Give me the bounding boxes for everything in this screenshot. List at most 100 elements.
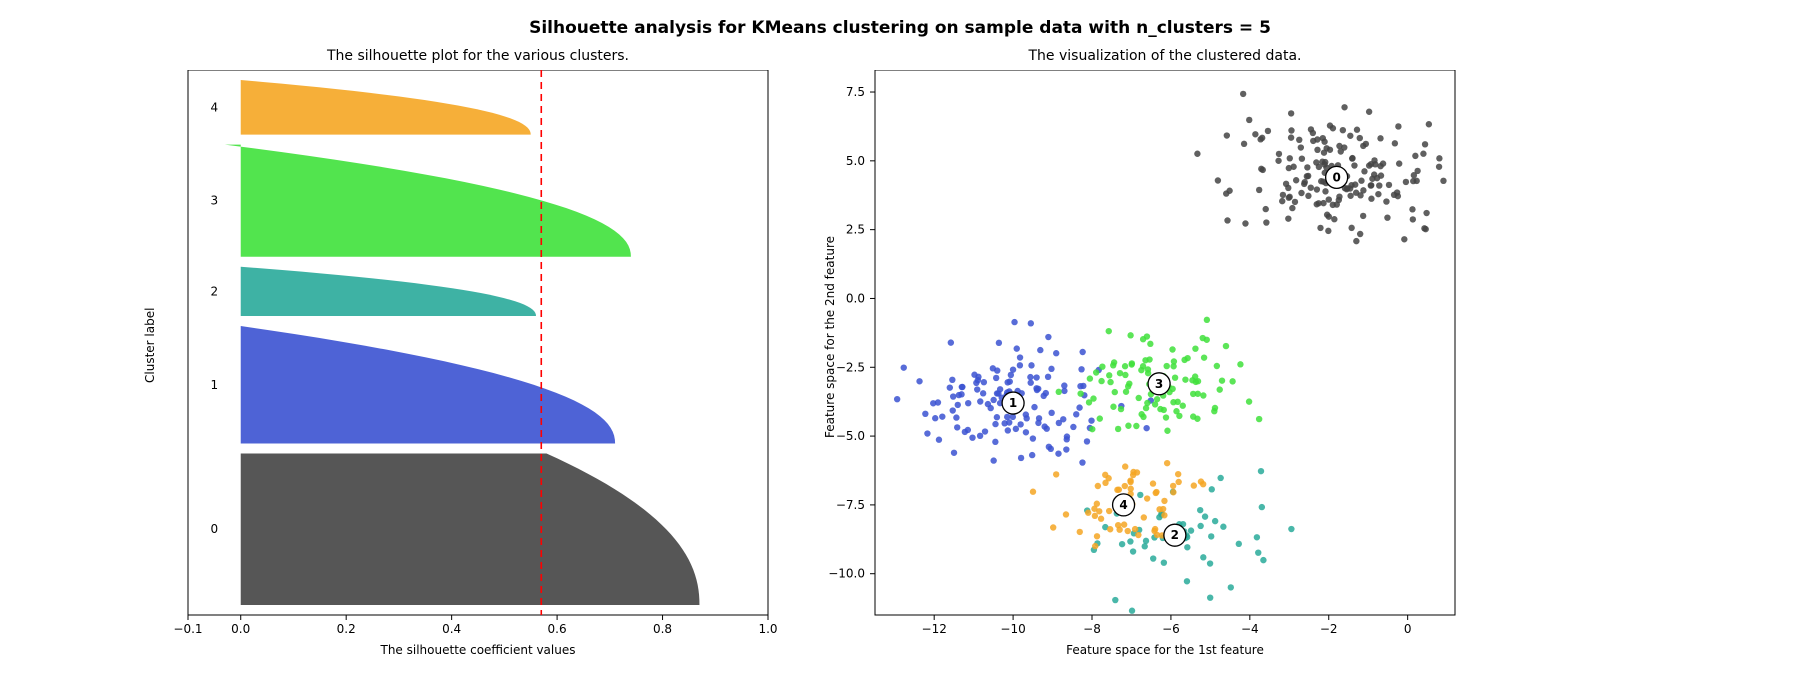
scatter-point	[1116, 486, 1122, 492]
scatter-point	[1314, 201, 1320, 207]
scatter-point	[922, 411, 928, 417]
scatter-point	[1310, 130, 1316, 136]
scatter-point	[1107, 379, 1113, 385]
scatter-point	[1372, 161, 1378, 167]
scatter-point	[1352, 181, 1358, 187]
scatter-point	[1005, 427, 1011, 433]
scatter-point	[1292, 199, 1298, 205]
scatter-point	[1028, 320, 1034, 326]
scatter-point	[1360, 187, 1366, 193]
scatter-point	[1190, 391, 1196, 397]
scatter-point	[1106, 508, 1112, 514]
scatter-point	[1298, 190, 1304, 196]
scatter-point	[1184, 578, 1190, 584]
silhouette-cluster-1	[241, 326, 615, 443]
scatter-point	[1195, 378, 1201, 384]
silhouette-cluster-4	[241, 80, 531, 135]
scatter-point	[1127, 479, 1133, 485]
scatter-point	[1252, 131, 1258, 137]
scatter-point	[982, 428, 988, 434]
scatter-point	[1201, 354, 1207, 360]
scatter-point	[1077, 383, 1083, 389]
scatter-point	[1275, 158, 1281, 164]
scatter-point	[1395, 123, 1401, 129]
scatter-point	[1326, 196, 1332, 202]
scatter-point	[1128, 486, 1134, 492]
scatter-point	[1164, 363, 1170, 369]
scatter-point	[1175, 471, 1181, 477]
scatter-point	[1293, 177, 1299, 183]
scatter-point	[1353, 238, 1359, 244]
scatter-point	[1316, 164, 1322, 170]
scatter-point	[1175, 479, 1181, 485]
scatter-point	[1363, 141, 1369, 147]
scatter-point	[1050, 524, 1056, 530]
scatter-point	[1209, 486, 1215, 492]
scatter-point	[1053, 471, 1059, 477]
scatter-point	[1106, 372, 1112, 378]
scatter-point	[1125, 528, 1131, 534]
scatter-point	[1176, 413, 1182, 419]
scatter-point	[1118, 406, 1124, 412]
svg-text:−7.5: −7.5	[836, 498, 865, 512]
scatter-point	[1152, 526, 1158, 532]
scatter-point	[1048, 366, 1054, 372]
scatter-point	[1061, 382, 1067, 388]
scatter-point	[1180, 403, 1186, 409]
scatter-point	[1044, 426, 1050, 432]
scatter-point	[1017, 421, 1023, 427]
scatter-point	[1023, 415, 1029, 421]
scatter-point	[1336, 193, 1342, 199]
svg-text:−12: −12	[922, 622, 947, 636]
scatter-point	[1102, 480, 1108, 486]
scatter-point	[1135, 532, 1141, 538]
scatter-point	[1184, 544, 1190, 550]
scatter-point	[1217, 475, 1223, 481]
scatter-point	[1304, 164, 1310, 170]
scatter-point	[901, 364, 907, 370]
scatter-point	[1112, 597, 1118, 603]
scatter-point	[939, 413, 945, 419]
scatter-point	[1260, 557, 1266, 563]
scatter-point	[1285, 215, 1291, 221]
scatter-point	[955, 402, 961, 408]
scatter-point	[1403, 179, 1409, 185]
scatter-point	[1226, 188, 1232, 194]
scatter-point	[1011, 319, 1017, 325]
scatter-point	[1018, 455, 1024, 461]
left-subplot-title: The silhouette plot for the various clus…	[188, 48, 768, 64]
scatter-point	[1258, 468, 1264, 474]
scatter-point	[1354, 127, 1360, 133]
scatter-point	[1330, 125, 1336, 131]
scatter-point	[1420, 151, 1426, 157]
scatter-point	[1070, 424, 1076, 430]
scatter-point	[1064, 433, 1070, 439]
scatter-point	[1256, 187, 1262, 193]
scatter-point	[1053, 350, 1059, 356]
silhouette-cluster-3	[225, 145, 631, 257]
svg-text:0.0: 0.0	[846, 291, 865, 305]
scatter-point	[1099, 363, 1105, 369]
centroid-label-4: 4	[1119, 498, 1127, 512]
scatter-point	[1087, 375, 1093, 381]
cluster-label-0: 0	[211, 522, 219, 536]
scatter-point	[994, 414, 1000, 420]
scatter-point	[1341, 104, 1347, 110]
scatter-point	[1145, 370, 1151, 376]
scatter-point	[1383, 198, 1389, 204]
scatter-point	[1130, 472, 1136, 478]
scatter-point	[949, 377, 955, 383]
cluster-label-1: 1	[211, 378, 219, 392]
scatter-point	[992, 439, 998, 445]
scatter-point	[1336, 143, 1342, 149]
svg-text:2.5: 2.5	[846, 223, 865, 237]
scatter-point	[1045, 374, 1051, 380]
scatter-point	[1202, 513, 1208, 519]
scatter-point	[1029, 452, 1035, 458]
scatter-point	[1349, 155, 1355, 161]
scatter-point	[1127, 332, 1133, 338]
scatter-point	[1169, 346, 1175, 352]
scatter-point	[924, 430, 930, 436]
svg-text:0.0: 0.0	[231, 622, 250, 636]
scatter-point	[1007, 378, 1013, 384]
